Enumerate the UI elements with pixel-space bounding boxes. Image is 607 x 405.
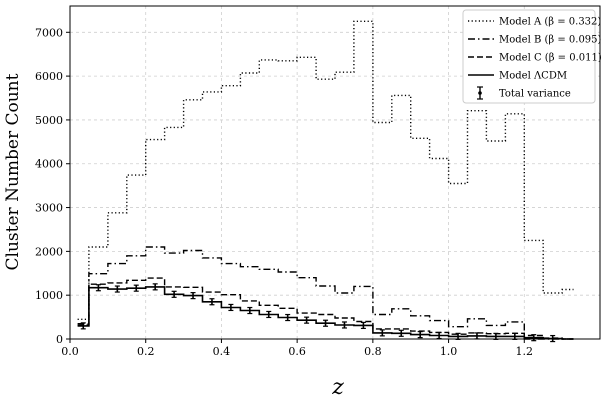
series-layer — [77, 20, 574, 340]
x-tick-label: 0.6 — [288, 345, 306, 358]
plot-frame — [69, 5, 601, 340]
legend-entry-label: Model ΛCDM — [499, 71, 567, 82]
x-tick-label: 0.8 — [364, 345, 382, 358]
y-tick-label: 3000 — [35, 202, 63, 215]
legend: Model A (β = 0.332) Model B (β = 0.095) Mo… — [462, 9, 602, 104]
x-tick-label: 0.4 — [213, 345, 231, 358]
legend-entry-label: Model C (β = 0.011) — [499, 53, 602, 64]
y-tick-label: 0 — [56, 333, 63, 346]
y-tick-label: 1000 — [35, 289, 63, 302]
errorbar-layer — [80, 283, 556, 343]
legend-entry-label: Model B (β = 0.095) — [499, 35, 602, 46]
x-tick-label: 1.0 — [440, 345, 458, 358]
legend-entry-label: Total variance — [499, 89, 571, 100]
legend-entry-label: Model A (β = 0.332) — [499, 17, 601, 28]
y-tick-label: 2000 — [35, 245, 63, 258]
legend-box — [462, 9, 596, 104]
y-tick-label: 6000 — [35, 70, 63, 83]
series-line-3 — [77, 286, 574, 340]
series-line-2 — [77, 277, 574, 340]
y-tick-label: 4000 — [35, 158, 63, 171]
x-tick-label: 0.0 — [61, 345, 79, 358]
y-tick-label: 5000 — [35, 114, 63, 127]
x-tick-label: 1.2 — [516, 345, 534, 358]
x-axis-ticks: 0.0 0.2 0.4 0.6 0.8 1.0 1.2 — [61, 339, 533, 358]
legend-swatch-marker — [478, 91, 482, 95]
y-axis-ticks: 0 1000 2000 3000 4000 5000 6000 7000 — [35, 26, 70, 346]
y-axis-label: Cluster Number Count — [3, 73, 23, 270]
x-axis-label: z — [331, 375, 344, 400]
y-tick-label: 7000 — [35, 26, 63, 39]
series-line-0 — [77, 20, 574, 320]
x-tick-label: 0.2 — [137, 345, 155, 358]
